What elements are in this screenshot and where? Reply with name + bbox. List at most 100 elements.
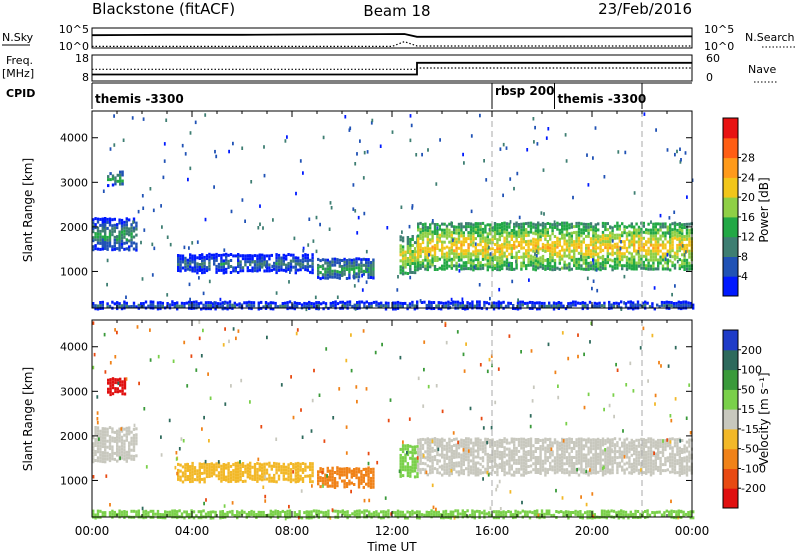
heatmap-cell bbox=[467, 255, 470, 259]
heatmap-cell bbox=[263, 263, 266, 267]
heatmap-cell bbox=[96, 217, 100, 221]
heatmap-cell bbox=[251, 474, 254, 478]
heatmap-cell bbox=[417, 237, 420, 241]
heatmap-cell bbox=[256, 470, 259, 474]
heatmap-cell bbox=[664, 246, 667, 250]
heatmap-cell bbox=[534, 468, 537, 471]
heatmap-cell bbox=[166, 305, 169, 308]
heatmap-cell bbox=[577, 452, 581, 456]
heatmap-cell bbox=[613, 458, 617, 462]
heatmap-cell bbox=[657, 249, 660, 253]
heatmap-cell bbox=[452, 303, 455, 307]
heatmap-cell bbox=[101, 460, 104, 464]
heatmap-cell bbox=[431, 230, 434, 234]
heatmap-cell bbox=[462, 460, 465, 464]
heatmap-cell bbox=[94, 217, 97, 221]
heatmap-cell bbox=[640, 227, 643, 231]
heatmap-cell bbox=[108, 238, 112, 242]
heatmap-cell bbox=[654, 252, 657, 256]
heatmap-cell bbox=[431, 248, 434, 252]
heatmap-cell bbox=[474, 464, 477, 468]
heatmap-cell bbox=[505, 243, 509, 247]
heatmap-cell bbox=[546, 246, 549, 249]
heatmap-cell bbox=[317, 301, 320, 305]
heatmap-cell bbox=[203, 471, 206, 475]
heatmap-cell bbox=[635, 462, 638, 466]
heatmap-cell bbox=[336, 509, 340, 513]
heatmap-cell bbox=[419, 468, 422, 472]
heatmap-cell bbox=[209, 307, 212, 311]
heatmap-cell bbox=[501, 255, 504, 259]
heatmap-cell bbox=[661, 246, 665, 250]
heatmap-cell bbox=[135, 454, 138, 458]
heatmap-cell bbox=[601, 440, 605, 444]
heatmap-cell bbox=[322, 135, 325, 140]
heatmap-cell bbox=[565, 221, 569, 225]
heatmap-cell bbox=[417, 441, 420, 445]
heatmap-cell bbox=[623, 225, 626, 229]
heatmap-cell bbox=[580, 222, 583, 226]
heatmap-cell bbox=[116, 444, 119, 448]
heatmap-cell bbox=[123, 513, 126, 516]
heatmap-cell bbox=[563, 456, 566, 460]
heatmap-cell bbox=[674, 152, 676, 157]
heatmap-cell bbox=[289, 262, 293, 266]
heatmap-cell bbox=[292, 478, 295, 482]
heatmap-cell bbox=[681, 457, 684, 460]
heatmap-cell bbox=[326, 481, 329, 485]
heatmap-cell bbox=[460, 234, 463, 238]
heatmap-cell bbox=[597, 252, 600, 256]
heatmap-cell bbox=[467, 473, 470, 477]
heatmap-cell bbox=[406, 444, 410, 448]
heatmap-cell bbox=[120, 236, 124, 240]
heatmap-cell bbox=[589, 471, 593, 475]
heatmap-cell bbox=[527, 257, 530, 261]
heatmap-cell bbox=[609, 450, 612, 454]
heatmap-cell bbox=[601, 449, 605, 453]
heatmap-cell bbox=[227, 468, 230, 472]
heatmap-cell bbox=[229, 479, 233, 483]
heatmap-cell bbox=[513, 234, 516, 238]
heatmap-cell bbox=[297, 476, 300, 480]
heatmap-cell bbox=[652, 453, 655, 457]
heatmap-cell bbox=[111, 383, 115, 387]
heatmap-cell bbox=[179, 257, 182, 261]
heatmap-cell bbox=[365, 267, 368, 271]
heatmap-cell bbox=[498, 229, 501, 233]
heatmap-cell bbox=[513, 243, 516, 247]
heatmap-cell bbox=[135, 245, 138, 249]
heatmap-cell bbox=[431, 236, 434, 240]
heatmap-cell bbox=[589, 243, 593, 247]
heatmap-cell bbox=[294, 256, 297, 260]
heatmap-cell bbox=[549, 225, 552, 229]
heatmap-cell bbox=[101, 217, 104, 221]
heatmap-cell bbox=[352, 183, 355, 187]
heatmap-cell bbox=[467, 225, 470, 229]
heatmap-cell bbox=[654, 446, 657, 450]
heatmap-cell bbox=[357, 272, 361, 276]
heatmap-cell bbox=[125, 238, 128, 242]
heatmap-cell bbox=[419, 438, 422, 442]
heatmap-cell bbox=[642, 224, 645, 228]
heatmap-cell bbox=[539, 472, 542, 475]
heatmap-cell bbox=[303, 511, 306, 515]
heatmap-cell bbox=[239, 263, 242, 267]
heatmap-cell bbox=[306, 259, 309, 263]
heatmap-cell bbox=[529, 437, 533, 441]
heatmap-cell bbox=[503, 260, 506, 264]
heatmap-cell bbox=[448, 449, 451, 453]
heatmap-cell bbox=[426, 443, 429, 447]
heatmap-cell bbox=[486, 244, 489, 248]
heatmap-cell bbox=[401, 257, 405, 261]
heatmap-cell bbox=[637, 258, 641, 262]
heatmap-cell bbox=[684, 303, 688, 307]
heatmap-cell bbox=[570, 440, 573, 444]
heatmap-cell bbox=[131, 116, 134, 120]
heatmap-cell bbox=[633, 240, 636, 244]
heatmap-cell bbox=[331, 263, 334, 267]
heatmap-cell bbox=[109, 387, 112, 391]
heatmap-cell bbox=[680, 307, 683, 311]
heatmap-cell bbox=[307, 243, 310, 247]
heatmap-cell bbox=[606, 440, 609, 444]
heatmap-cell bbox=[350, 261, 353, 265]
